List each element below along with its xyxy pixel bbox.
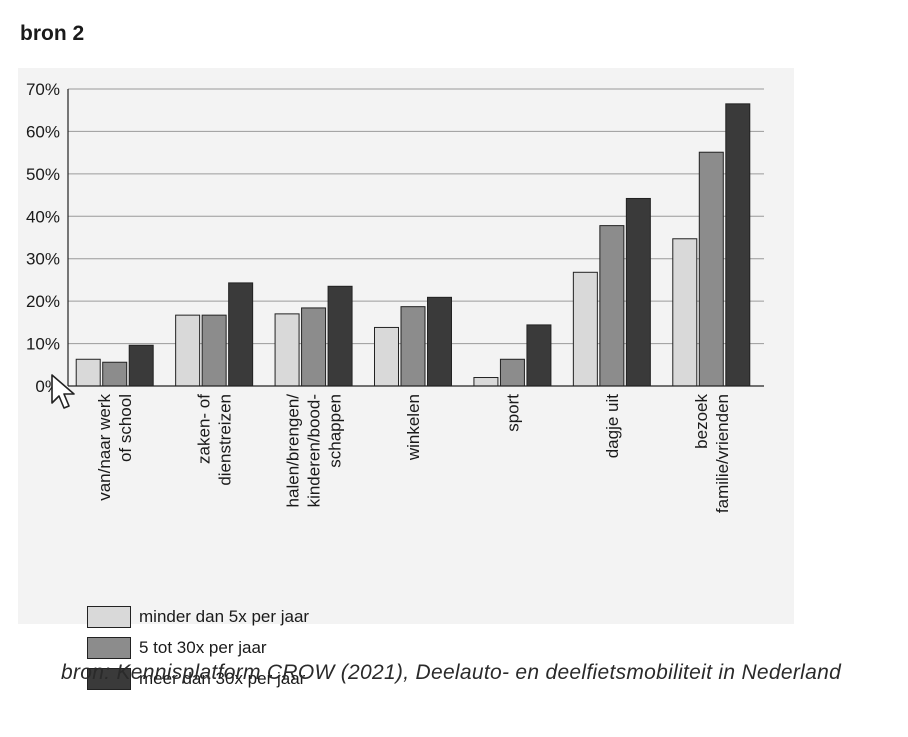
bar [128,344,154,387]
legend-swatch [87,668,131,690]
mouse-pointer-icon [51,374,75,409]
bar [175,314,201,387]
y-tick-label: 40% [26,207,60,226]
legend-label: 5 tot 30x per jaar [139,638,267,657]
bar [572,271,598,387]
x-tick-label-line: dienstreizen [216,394,235,486]
bar [725,103,751,387]
y-tick-label: 20% [26,292,60,311]
bar [228,282,254,387]
x-tick-label: winkelen [404,394,423,461]
x-tick-label-line: of school [116,394,135,462]
bar [274,313,300,387]
bar [102,361,128,387]
x-tick-label: dagje uit [603,394,622,459]
x-tick-label-line: kinderen/bood- [305,394,324,507]
bar [427,296,452,387]
bar [327,285,353,387]
x-tick-label-line: familie/vrienden [713,394,732,513]
chart-area: 0% 10% 20% 30% 40% 50% 60% 70% van/naar werk of s… [18,68,794,690]
bar [400,306,426,387]
y-tick-label: 30% [26,250,60,269]
x-tick-label: halen/brengen/kinderen/bood-schappen [284,394,345,508]
bar [672,238,698,387]
y-tick-label: 50% [26,165,60,184]
bar-chart: 0%10%20%30%40%50%60%70%van/naar werk of s… [26,80,764,514]
x-tick-label-line: dagje uit [603,394,622,459]
bar [698,151,724,387]
bar [526,324,552,387]
bar [625,197,651,387]
legend-swatch [87,606,131,628]
bar [499,358,525,387]
x-tick-label-line: van/naar werk [95,394,114,501]
x-tick-label-line: sport [503,394,522,432]
x-tick-label-line: schappen [326,394,345,468]
x-tick-label: bezoek familie/vrienden [692,394,732,514]
legend-item: 5 tot 30x per jaar [87,637,387,661]
x-tick-label-line: halen/brengen/ [284,394,303,508]
x-tick-label-line: bezoek [692,394,711,449]
y-tick-label: 70% [26,80,60,99]
legend-swatch [87,637,131,659]
bar [473,377,499,387]
source-citation: bron: Kennisplatform CROW (2021), Deelau… [61,661,842,684]
y-tick-label: 60% [26,122,60,141]
x-tick-label: zaken- of dienstreizen [195,394,235,486]
y-tick-label: 10% [26,335,60,354]
legend-label: minder dan 5x per jaar [139,607,310,626]
x-tick-label: van/naar werk of school [95,394,135,501]
legend-label: meer dan 30x per jaar [139,669,306,688]
bar [599,225,625,387]
x-tick-label-line: zaken- of [195,394,214,464]
heading: bron 2 [20,22,85,45]
bar [75,358,101,387]
bar [301,307,327,387]
legend-item: minder dan 5x per jaar [87,606,387,630]
bar [201,314,227,387]
x-tick-label-line: winkelen [404,394,423,461]
bar [374,326,399,387]
x-tick-label: sport [503,394,522,432]
legend-item: meer dan 30x per jaar [87,668,387,692]
